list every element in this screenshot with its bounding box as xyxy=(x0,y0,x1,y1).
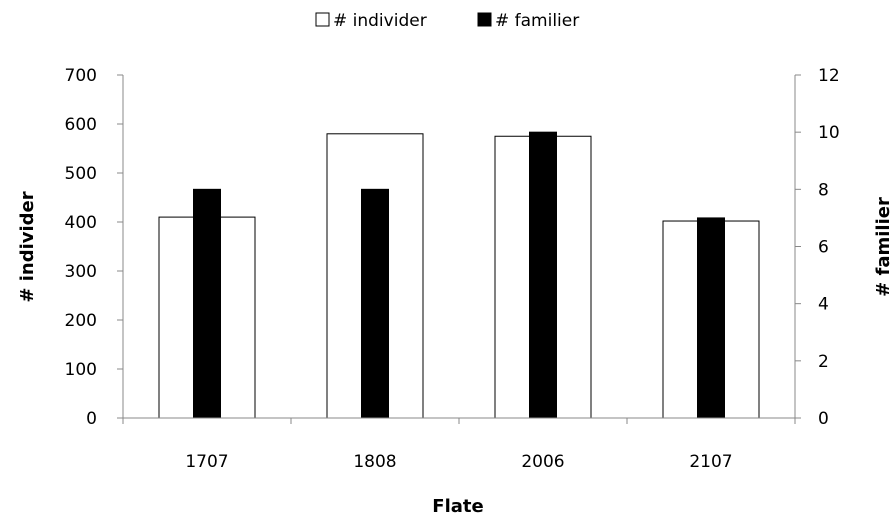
y-tick-label-left: 700 xyxy=(65,66,97,86)
x-tick-label: 1707 xyxy=(185,452,228,472)
legend: # individer # familier xyxy=(315,11,579,31)
bars-layer xyxy=(158,131,760,419)
legend-swatch-familier xyxy=(477,12,492,27)
y-tick-label-left: 500 xyxy=(65,164,97,184)
y-tick-label-left: 200 xyxy=(65,311,97,331)
x-tick-label: 1808 xyxy=(353,452,396,472)
y-tick-label-right: 10 xyxy=(818,123,840,143)
ticks-layer: 1707 1808 2006 2107 0 100 200 300 400 500 600 700 0 2… xyxy=(65,66,840,472)
y-tick-label-right: 6 xyxy=(818,238,829,258)
x-tick-label: 2107 xyxy=(689,452,732,472)
y-tick-label-left: 400 xyxy=(65,213,97,233)
y-axis-title-left: # individer xyxy=(17,191,38,302)
legend-label-individer: # individer xyxy=(333,11,427,31)
y-tick-label-right: 8 xyxy=(818,180,829,200)
x-axis-title: Flate xyxy=(432,496,483,517)
y-tick-label-right: 4 xyxy=(818,295,829,315)
y-tick-label-right: 2 xyxy=(818,352,829,372)
bar-familier-2006 xyxy=(529,131,557,419)
y-tick-label-right: 12 xyxy=(818,66,840,86)
y-tick-label-left: 100 xyxy=(65,360,97,380)
legend-swatch-individer xyxy=(315,12,330,27)
y-tick-label-left: 600 xyxy=(65,115,97,135)
y-tick-label-left: 0 xyxy=(86,409,97,429)
y-tick-label-right: 0 xyxy=(818,409,829,429)
y-axis-title-right: # familier xyxy=(873,197,894,297)
x-tick-label: 2006 xyxy=(521,452,564,472)
bar-familier-1808 xyxy=(361,188,389,419)
legend-label-familier: # familier xyxy=(495,11,579,31)
bar-familier-2107 xyxy=(697,217,725,419)
y-tick-label-left: 300 xyxy=(65,262,97,282)
bar-familier-1707 xyxy=(193,188,221,419)
